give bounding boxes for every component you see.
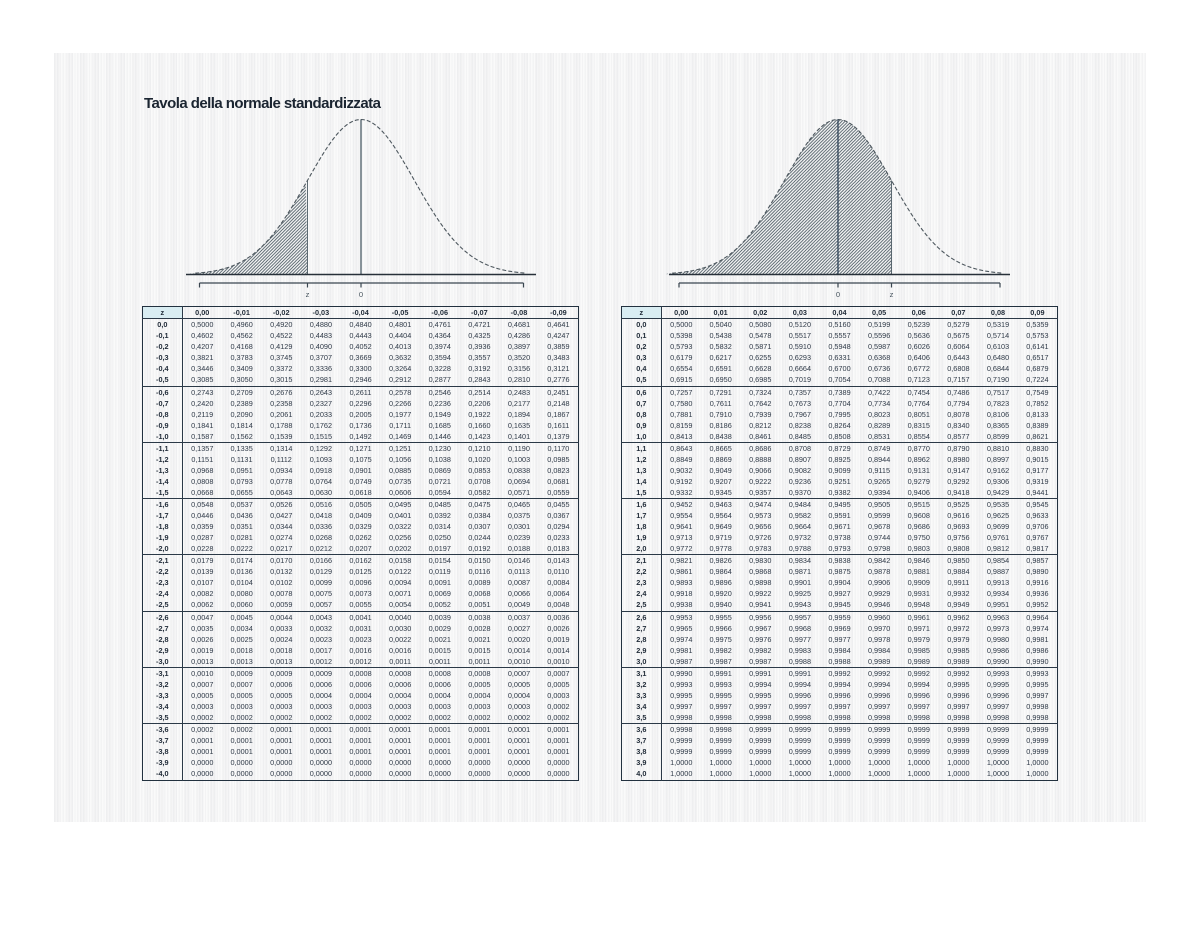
- svg-text:z: z: [890, 290, 894, 299]
- svg-text:0: 0: [359, 290, 363, 299]
- svg-text:0: 0: [836, 290, 840, 299]
- svg-text:z: z: [306, 290, 310, 299]
